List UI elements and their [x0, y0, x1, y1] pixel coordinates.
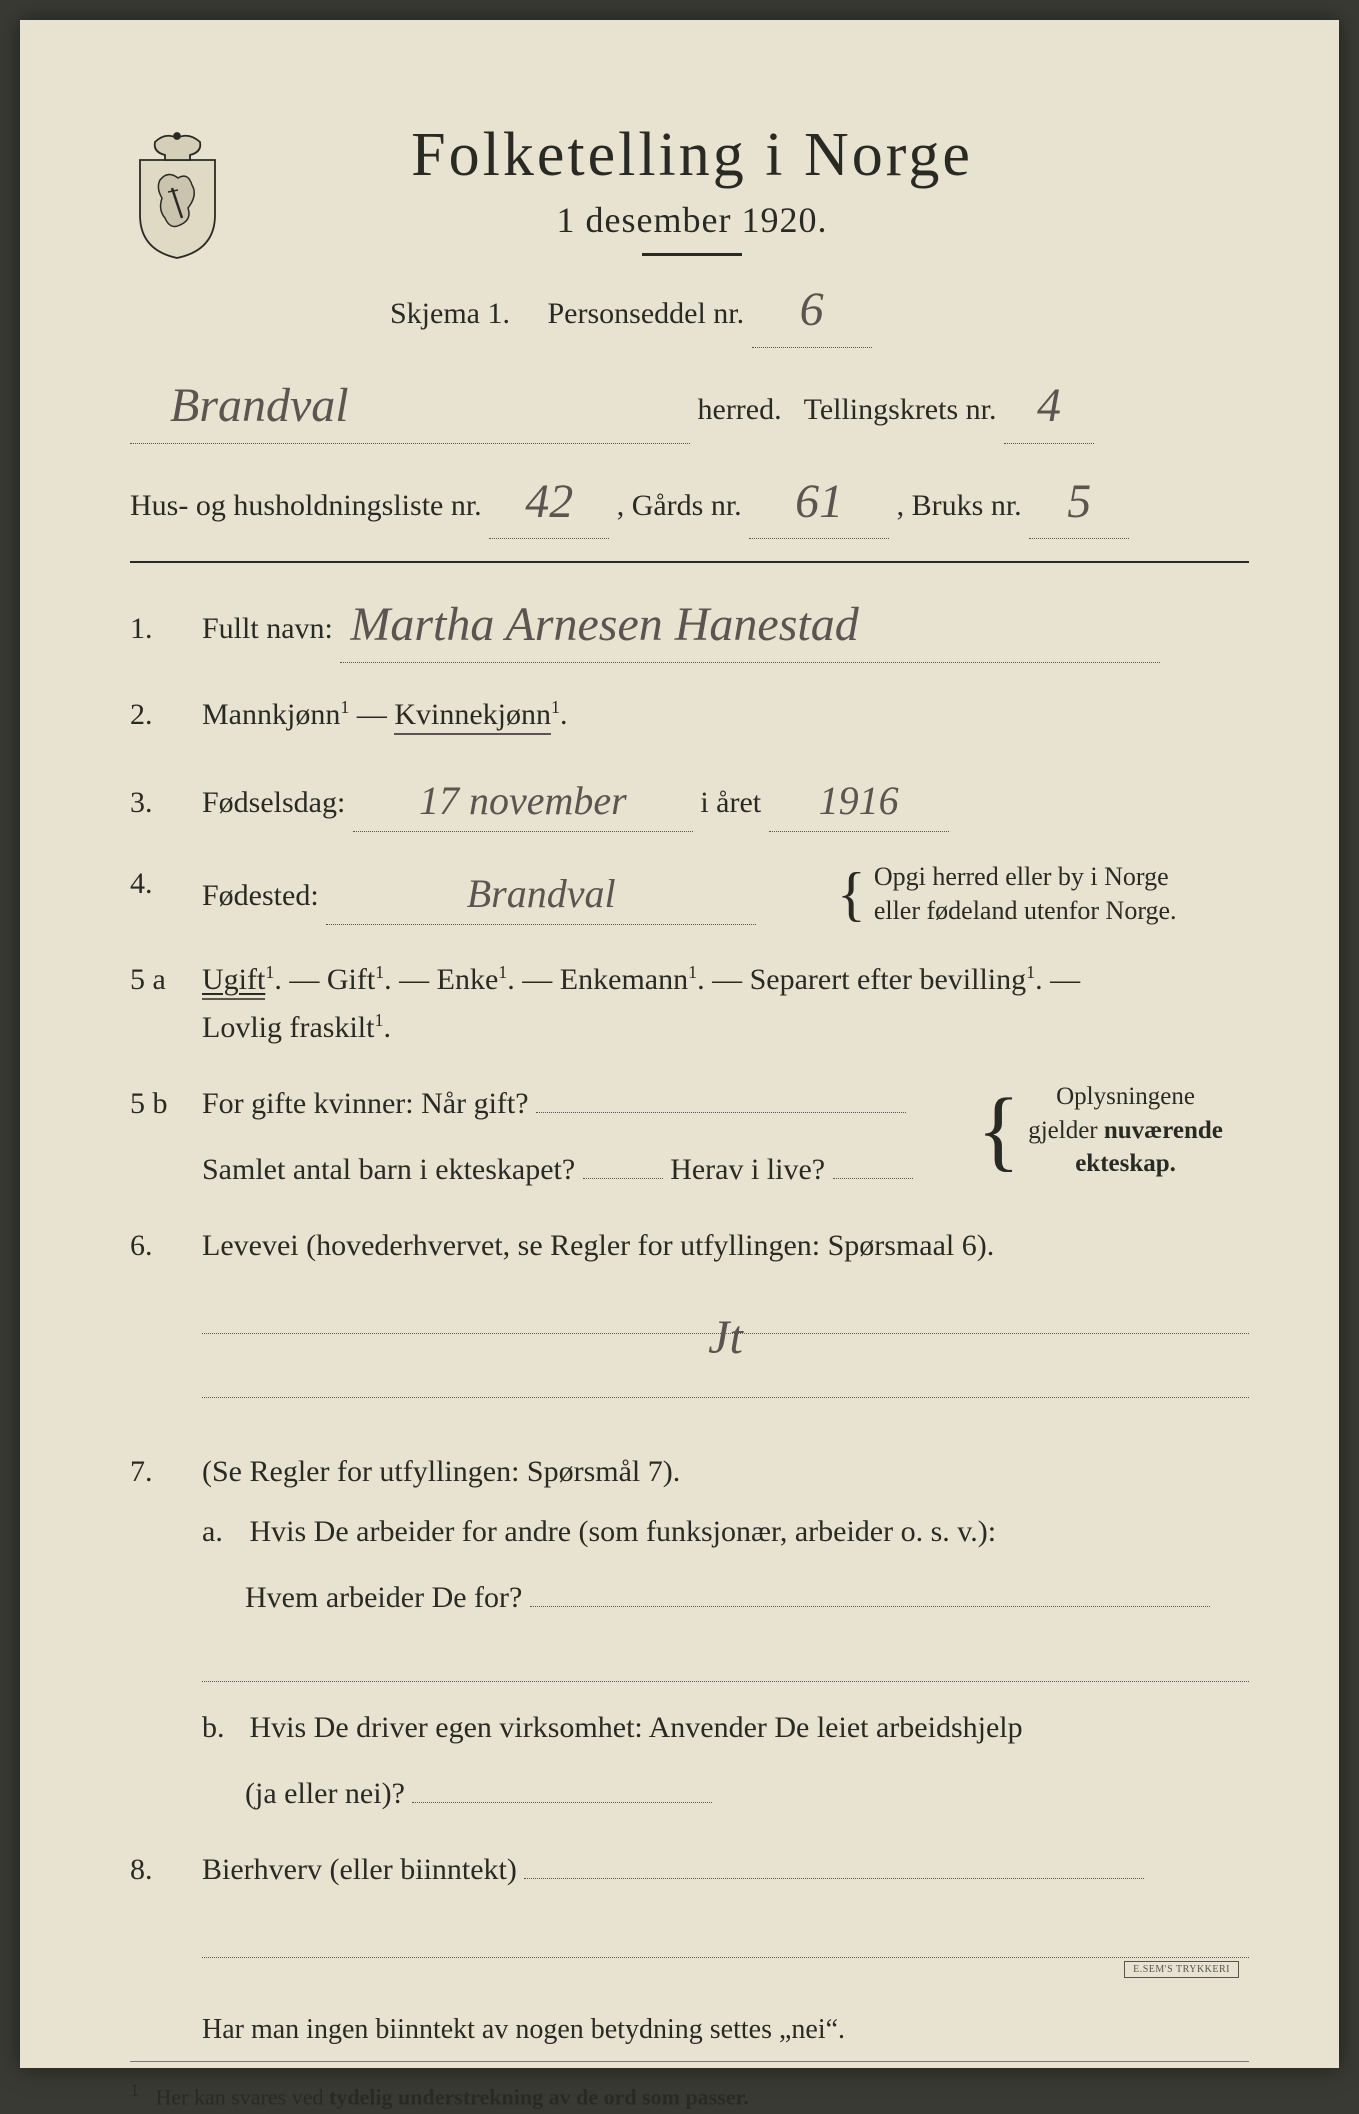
q8-note: Har man ingen biinntekt av nogen betydni…	[202, 2014, 845, 2045]
tellingskrets-label: Tellingskrets nr.	[804, 393, 997, 426]
q4-value: Brandval	[467, 871, 616, 916]
brace-icon: {	[837, 879, 866, 909]
q8-row: 8. Bierhverv (eller biinntekt)	[130, 1846, 1249, 1980]
q1-value: Martha Arnesen Hanestad	[350, 598, 858, 651]
q5a-lovlig: Lovlig fraskilt	[202, 1011, 374, 1044]
q4-note: Opgi herred eller by i Norge eller fødel…	[874, 860, 1177, 928]
q7-label: (Se Regler for utfyllingen: Spørsmål 7).	[202, 1455, 680, 1488]
q2-period: .	[560, 698, 568, 731]
footnote: 1 Her kan svares ved tydelig understrekn…	[130, 2076, 1249, 2114]
q7-num: 7.	[130, 1448, 202, 1496]
q7-row: 7. (Se Regler for utfyllingen: Spørsmål …	[130, 1448, 1249, 1496]
q5a-enkemann: Enkemann	[560, 963, 688, 996]
herred-label: herred.	[698, 393, 782, 426]
q5a-enke: Enke	[437, 963, 499, 996]
q3-year-label: i året	[700, 786, 761, 819]
q5b-row: 5 b For gifte kvinner: Når gift? Samlet …	[130, 1080, 1249, 1194]
q8-label: Bierhverv (eller biinntekt)	[202, 1853, 517, 1886]
q7a-line1: Hvis De arbeider for andre (som funksjon…	[250, 1515, 997, 1548]
q3-row: 3. Fødselsdag: 17 november i året 1916	[130, 767, 1249, 832]
q7b-line2-row: (ja eller nei)?	[130, 1770, 1249, 1818]
census-form-page: Folketelling i Norge 1 desember 1920. Sk…	[20, 20, 1339, 2068]
q5a-num: 5 a	[130, 956, 202, 1004]
q5b-num: 5 b	[130, 1080, 202, 1128]
personseddel-value: 6	[800, 283, 824, 336]
q7b-letter: b.	[202, 1704, 242, 1752]
divider	[130, 561, 1249, 563]
main-title: Folketelling i Norge	[265, 120, 1119, 191]
q6-num: 6.	[130, 1222, 202, 1270]
q2-row: 2. Mannkjønn1 — Kvinnekjønn1.	[130, 691, 1249, 739]
q5b-note: Oplysningene gjelder nuværende ekteskap.	[1028, 1080, 1223, 1181]
q7a-row: a. Hvis De arbeider for andre (som funks…	[130, 1508, 1249, 1556]
q1-row: 1. Fullt navn: Martha Arnesen Hanestad	[130, 585, 1249, 663]
q6-row: 6. Levevei (hovederhvervet, se Regler fo…	[130, 1222, 1249, 1420]
q2-dash: —	[357, 698, 395, 731]
q7b-line1: Hvis De driver egen virksomhet: Anvender…	[250, 1711, 1023, 1744]
subtitle: 1 desember 1920.	[265, 199, 1119, 241]
q7b-line2: (ja eller nei)?	[245, 1777, 405, 1810]
gards-value: 61	[795, 475, 843, 528]
tellingskrets-value: 4	[1037, 379, 1061, 432]
gards-label: , Gårds nr.	[617, 489, 742, 522]
q1-num: 1.	[130, 605, 202, 653]
q6-value: Jt	[708, 1311, 743, 1364]
title-rule	[642, 253, 742, 256]
footnote-marker: 1	[130, 2080, 139, 2100]
q7a-line2: Hvem arbeider De for?	[245, 1581, 522, 1614]
q3-num: 3.	[130, 779, 202, 827]
skjema-label: Skjema 1.	[390, 297, 510, 330]
q6-label: Levevei (hovederhvervet, se Regler for u…	[202, 1229, 994, 1262]
q3-label: Fødselsdag:	[202, 786, 345, 819]
q8-num: 8.	[130, 1846, 202, 1894]
q5a-ugift: Ugift	[202, 963, 265, 1000]
bruks-value: 5	[1067, 475, 1091, 528]
q4-row: 4. Fødested: Brandval { Opgi herred elle…	[130, 860, 1249, 928]
header: Folketelling i Norge 1 desember 1920.	[130, 120, 1249, 260]
q2-mann: Mannkjønn	[202, 698, 340, 731]
q5a-gift: Gift	[327, 963, 375, 996]
herred-line: Brandval herred. Tellingskrets nr. 4	[130, 366, 1249, 444]
q5b-line2b: Herav i live?	[670, 1153, 825, 1186]
q8-note-row: Har man ingen biinntekt av nogen betydni…	[130, 2008, 1249, 2053]
q5b-line2a: Samlet antal barn i ekteskapet?	[202, 1153, 575, 1186]
q7a-blank	[130, 1640, 1249, 1682]
q4-label: Fødested:	[202, 879, 319, 912]
hus-line: Hus- og husholdningsliste nr. 42 , Gårds…	[130, 462, 1249, 540]
q5a-separert: Separert efter bevilling	[750, 963, 1027, 996]
form-body: Skjema 1. Personseddel nr. 6 Brandval he…	[130, 270, 1249, 2114]
q5b-line1: For gifte kvinner: Når gift?	[202, 1087, 529, 1120]
q5a-row: 5 a Ugift1. — Gift1. — Enke1. — Enkemann…	[130, 956, 1249, 1052]
bruks-label: , Bruks nr.	[897, 489, 1022, 522]
skjema-line: Skjema 1. Personseddel nr. 6	[130, 270, 1249, 348]
q7b-row: b. Hvis De driver egen virksomhet: Anven…	[130, 1704, 1249, 1752]
q1-label: Fullt navn:	[202, 612, 333, 645]
herred-value: Brandval	[170, 379, 349, 432]
printer-mark: E.SEM'S TRYKKERI	[1124, 1961, 1239, 1978]
hus-value: 42	[525, 475, 573, 528]
q2-kvinne: Kvinnekjønn	[394, 698, 551, 731]
q7a-letter: a.	[202, 1508, 242, 1556]
hus-label: Hus- og husholdningsliste nr.	[130, 489, 482, 522]
title-block: Folketelling i Norge 1 desember 1920.	[265, 120, 1249, 256]
q3-year-value: 1916	[819, 778, 899, 823]
personseddel-label: Personseddel nr.	[548, 297, 745, 330]
brace-icon: {	[977, 1108, 1020, 1153]
q2-num: 2.	[130, 691, 202, 739]
q7a-line2-row: Hvem arbeider De for?	[130, 1574, 1249, 1622]
q4-num: 4.	[130, 860, 202, 908]
q3-day-value: 17 november	[419, 778, 627, 823]
footnote-rule	[130, 2061, 1249, 2062]
coat-of-arms-icon	[130, 130, 225, 260]
